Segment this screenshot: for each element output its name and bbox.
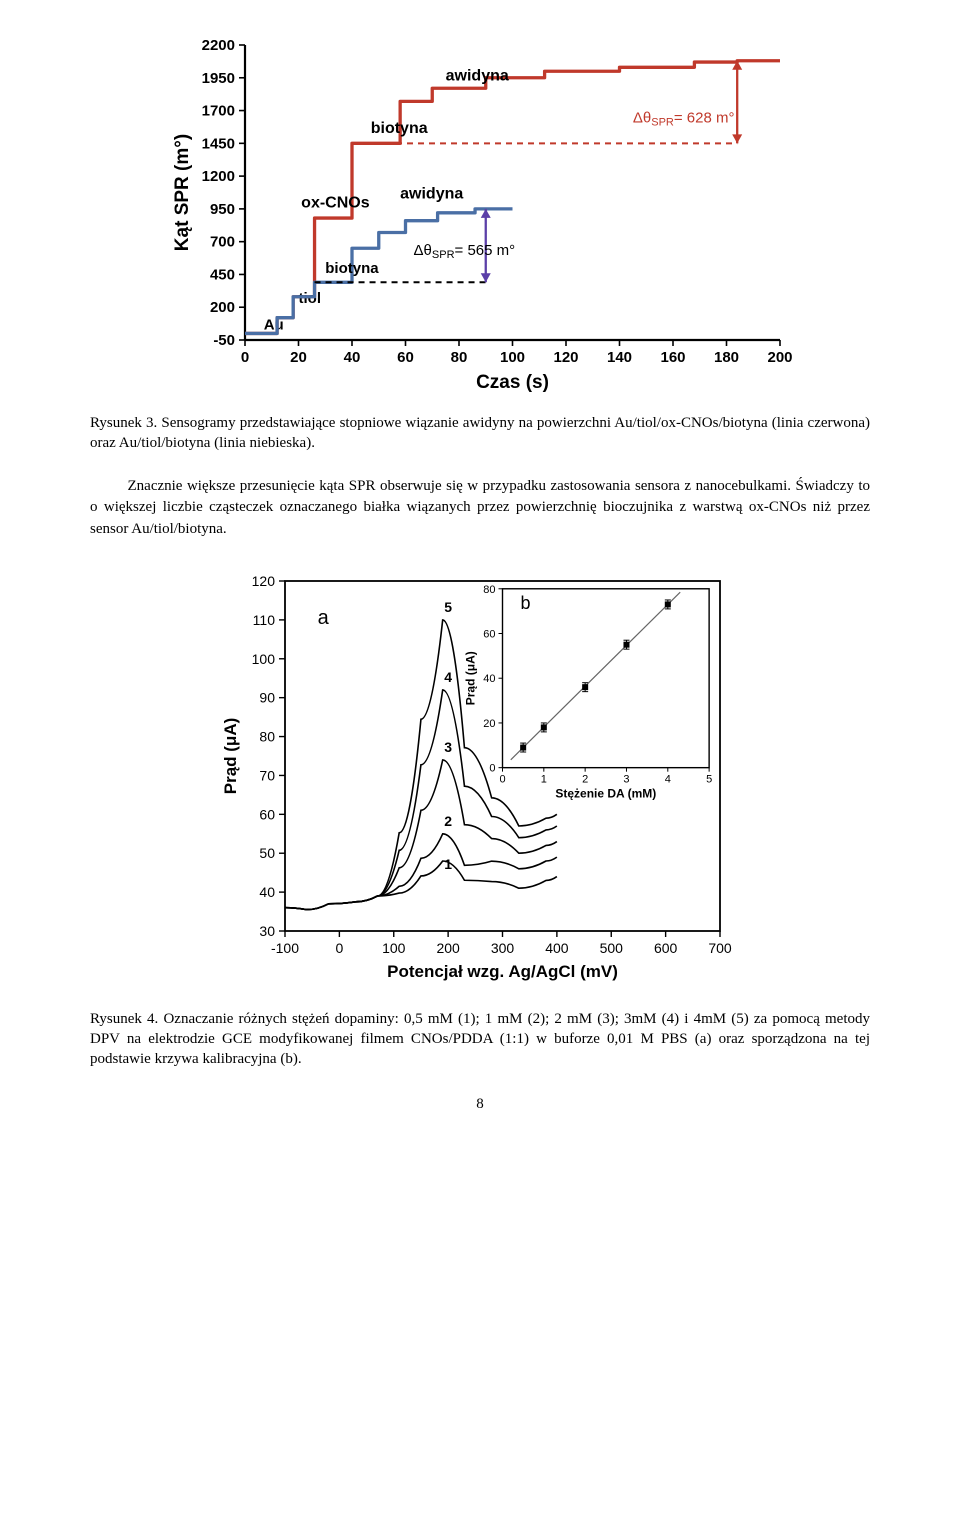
svg-text:biotyna: biotyna <box>371 120 428 137</box>
caption2-prefix: Rysunek 4. <box>90 1011 163 1027</box>
svg-text:awidyna: awidyna <box>446 67 509 84</box>
svg-text:Stężenie DA (mM): Stężenie DA (mM) <box>555 786 656 800</box>
svg-text:Potencjał wzg. Ag/AgCl (mV): Potencjał wzg. Ag/AgCl (mV) <box>387 962 618 981</box>
svg-text:600: 600 <box>654 940 678 956</box>
svg-text:ΔθSPR= 565 m°: ΔθSPR= 565 m° <box>414 242 516 261</box>
svg-text:3: 3 <box>623 773 629 785</box>
svg-text:ΔθSPR= 628 m°: ΔθSPR= 628 m° <box>633 109 735 128</box>
svg-text:700: 700 <box>708 940 732 956</box>
svg-text:110: 110 <box>253 612 276 628</box>
svg-text:0: 0 <box>499 773 505 785</box>
svg-text:100: 100 <box>382 940 406 956</box>
svg-text:ox-CNOs: ox-CNOs <box>301 195 370 212</box>
svg-text:1200: 1200 <box>202 168 235 185</box>
svg-text:1700: 1700 <box>202 103 235 120</box>
caption2-body: Oznaczanie różnych stężeń dopaminy: 0,5 … <box>90 1011 870 1068</box>
svg-text:80: 80 <box>451 349 468 366</box>
svg-text:Kąt SPR (m°): Kąt SPR (m°) <box>172 134 193 251</box>
svg-text:Prąd (μA): Prąd (μA) <box>221 717 240 794</box>
svg-text:20: 20 <box>290 349 307 366</box>
svg-text:a: a <box>318 607 330 629</box>
svg-text:40: 40 <box>344 349 361 366</box>
svg-text:2200: 2200 <box>202 37 235 54</box>
svg-text:1: 1 <box>541 773 547 785</box>
svg-text:Prąd (μA): Prąd (μA) <box>464 651 478 705</box>
figure-1-spr-chart: 0 20 40 60 80 100 120 140 160 180 200 -50 200 450 700 9… <box>160 30 800 395</box>
svg-text:180: 180 <box>714 349 739 366</box>
page-number: 8 <box>90 1096 870 1113</box>
svg-text:0: 0 <box>489 762 495 774</box>
svg-text:100: 100 <box>500 349 525 366</box>
svg-text:100: 100 <box>252 651 276 667</box>
caption1-body: Sensogramy przedstawiające stopniowe wią… <box>90 415 870 451</box>
svg-text:80: 80 <box>483 584 495 596</box>
svg-text:500: 500 <box>600 940 624 956</box>
svg-text:30: 30 <box>259 923 275 939</box>
figure-2-caption: Rysunek 4. Oznaczanie różnych stężeń dop… <box>90 1009 870 1070</box>
svg-text:-100: -100 <box>271 940 299 956</box>
svg-text:950: 950 <box>210 201 235 218</box>
svg-text:tiol: tiol <box>299 290 322 307</box>
svg-text:awidyna: awidyna <box>400 185 463 202</box>
svg-text:biotyna: biotyna <box>325 260 379 277</box>
svg-text:4: 4 <box>444 669 452 685</box>
svg-text:120: 120 <box>252 573 276 589</box>
svg-text:-50: -50 <box>213 332 235 349</box>
svg-text:700: 700 <box>210 234 235 251</box>
svg-text:1950: 1950 <box>202 70 235 87</box>
svg-text:4: 4 <box>665 773 671 785</box>
svg-text:1: 1 <box>444 856 452 872</box>
svg-text:90: 90 <box>259 689 275 705</box>
svg-text:40: 40 <box>259 884 275 900</box>
svg-text:300: 300 <box>491 940 515 956</box>
svg-text:0: 0 <box>335 940 343 956</box>
figure-1-caption: Rysunek 3. Sensogramy przedstawiające st… <box>90 413 870 454</box>
svg-text:2: 2 <box>582 773 588 785</box>
svg-text:5: 5 <box>444 599 452 615</box>
body-paragraph: Znacznie większe przesunięcie kąta SPR o… <box>90 476 870 541</box>
svg-text:200: 200 <box>210 299 235 316</box>
svg-text:60: 60 <box>259 806 275 822</box>
svg-text:2: 2 <box>444 813 452 829</box>
svg-text:1450: 1450 <box>202 135 235 152</box>
svg-text:400: 400 <box>545 940 569 956</box>
svg-text:b: b <box>521 593 531 613</box>
caption1-prefix: Rysunek 3. <box>90 415 161 431</box>
svg-text:160: 160 <box>660 349 685 366</box>
svg-text:50: 50 <box>259 845 275 861</box>
svg-text:3: 3 <box>444 739 452 755</box>
svg-text:80: 80 <box>259 728 275 744</box>
figure-2-dpv-chart: -100010020030040050060070030405060708090… <box>210 561 750 991</box>
svg-text:0: 0 <box>241 349 249 366</box>
svg-text:60: 60 <box>483 628 495 640</box>
svg-text:Czas (s): Czas (s) <box>476 372 549 393</box>
svg-text:200: 200 <box>436 940 460 956</box>
svg-text:20: 20 <box>483 718 495 730</box>
svg-text:60: 60 <box>397 349 414 366</box>
svg-text:450: 450 <box>210 266 235 283</box>
svg-text:120: 120 <box>553 349 578 366</box>
page-container: 020406080100120140160180200-502004507009… <box>0 0 960 1143</box>
svg-text:40: 40 <box>483 673 495 685</box>
svg-text:70: 70 <box>259 767 275 783</box>
svg-text:140: 140 <box>607 349 632 366</box>
svg-text:200: 200 <box>767 349 792 366</box>
svg-text:5: 5 <box>706 773 712 785</box>
